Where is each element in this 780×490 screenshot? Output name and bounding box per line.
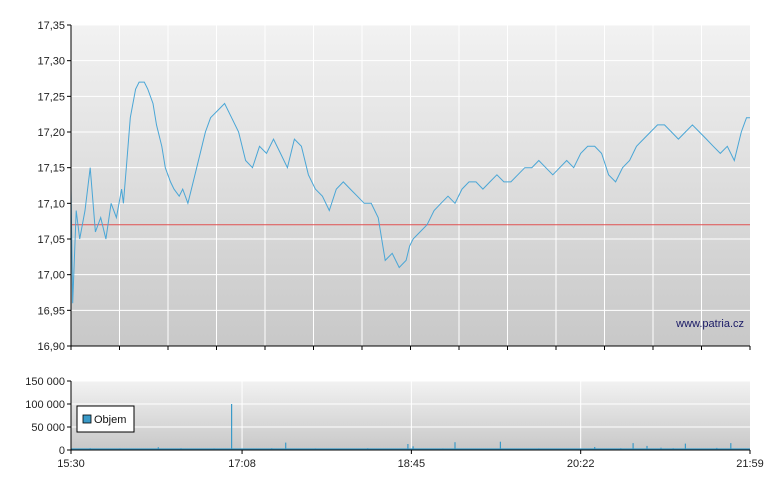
volume-bar (407, 444, 409, 450)
volume-bar (632, 443, 634, 450)
watermark-text: www.patria.cz (675, 318, 744, 330)
price-axes (70, 25, 751, 350)
time-x-ticks: 15:30 17:08 18:45 20:22 21:59 (57, 450, 764, 470)
legend-label: Objem (94, 414, 126, 426)
price-y-tick-label: 17,25 (37, 91, 65, 103)
volume-bar (412, 446, 414, 450)
price-y-tick-label: 17,30 (37, 56, 65, 68)
price-y-tick-label: 16,95 (37, 305, 65, 317)
price-y-tick-label: 17,00 (37, 270, 65, 282)
volume-plot-area (71, 381, 750, 450)
volume-bar (231, 404, 233, 450)
x-tick-label: 15:30 (57, 458, 85, 470)
price-y-ticks: 17,35 17,30 17,25 17,20 17,15 17,10 17,05 17,00… (37, 20, 71, 353)
legend-swatch (82, 414, 92, 424)
price-y-tick-label: 17,05 (37, 234, 65, 246)
volume-legend: Objem (76, 405, 135, 433)
volume-bar (285, 442, 287, 450)
volume-bar (684, 443, 686, 450)
volume-bar (730, 443, 732, 450)
x-tick-label: 18:45 (398, 458, 426, 470)
volume-bar (499, 441, 501, 450)
price-series-line (70, 81, 750, 304)
volume-y-tick-label: 50 000 (31, 422, 65, 434)
volume-y-ticks: 150 000 100 000 50 000 0 (25, 376, 71, 457)
volume-bar (646, 445, 648, 450)
price-y-tick-label: 17,10 (37, 198, 65, 210)
volume-y-tick-label: 150 000 (25, 376, 65, 388)
x-tick-label: 17:08 (228, 458, 256, 470)
price-y-tick-label: 16,90 (37, 341, 65, 353)
x-tick-label: 20:22 (567, 458, 595, 470)
volume-y-tick-label: 100 000 (25, 399, 65, 411)
price-y-tick-label: 17,20 (37, 127, 65, 139)
price-y-tick-label: 17,15 (37, 163, 65, 175)
volume-axes (70, 381, 750, 451)
volume-bar (454, 442, 456, 450)
x-tick-label: 21:59 (736, 458, 764, 470)
volume-y-tick-label: 0 (59, 445, 65, 457)
price-y-tick-label: 17,35 (37, 20, 65, 32)
